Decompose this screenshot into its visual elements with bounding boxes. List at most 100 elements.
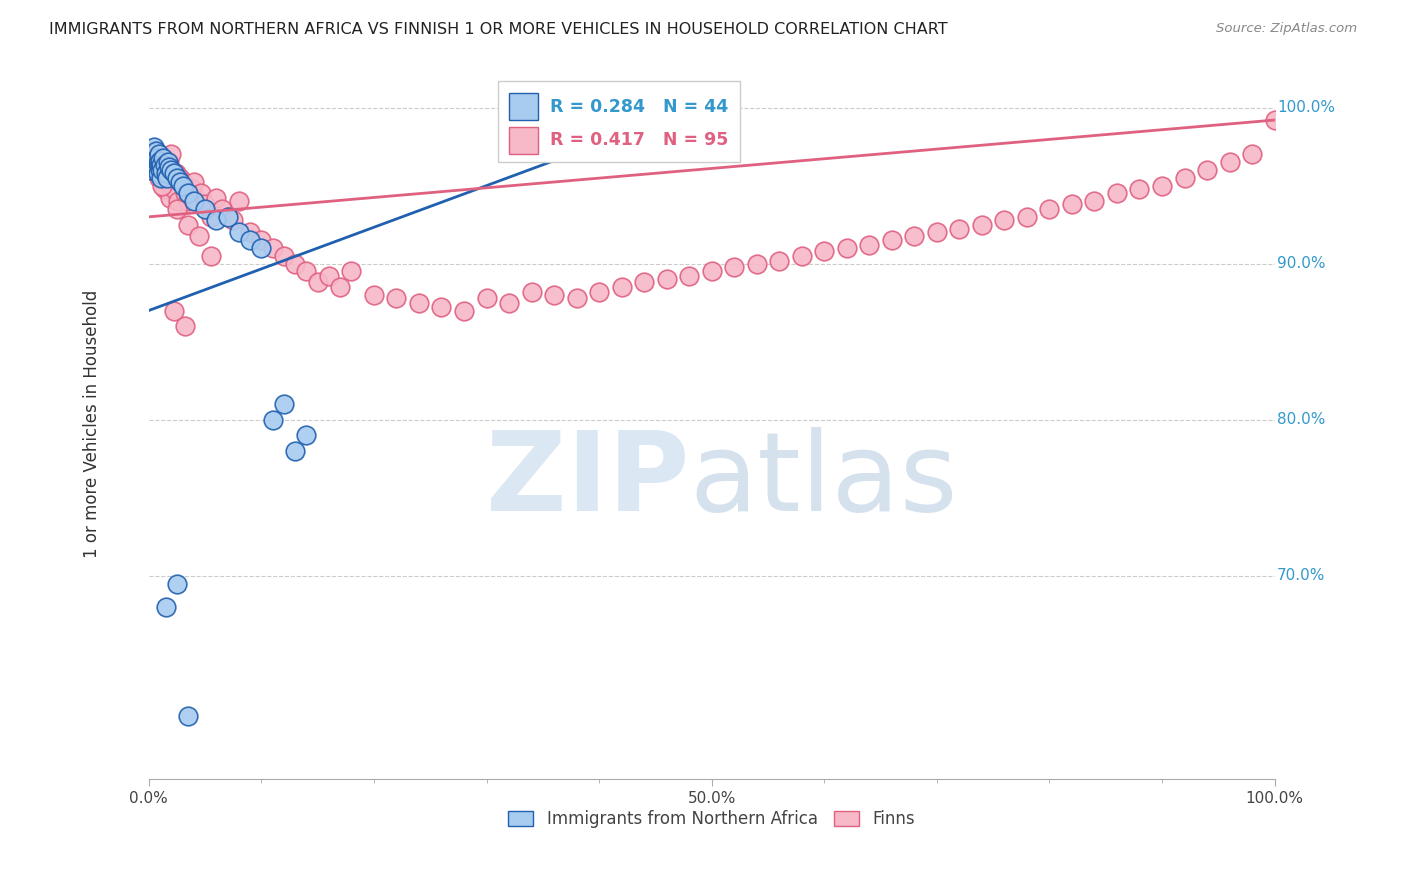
Point (142, 160, 165, 174)
Text: ZIP: ZIP (486, 427, 689, 534)
Point (157, 160, 180, 174)
Point (162, 166, 184, 180)
Point (155, 166, 177, 180)
Point (228, 226, 250, 240)
Text: R = 0.417   N = 95: R = 0.417 N = 95 (550, 131, 728, 149)
Text: 80.0%: 80.0% (1277, 412, 1326, 427)
Point (217, 210, 239, 224)
Point (156, 170, 179, 185)
Point (148, 170, 170, 185)
Point (177, 194, 200, 209)
Point (217, 210, 239, 224)
Point (610, 280, 633, 294)
Point (1219, 155, 1241, 169)
Point (160, 147, 183, 161)
Point (148, 158, 170, 172)
Point (835, 241, 858, 255)
Point (222, 213, 245, 227)
Point (150, 163, 173, 178)
Point (146, 155, 169, 169)
Text: 1 or more Vehicles in Household: 1 or more Vehicles in Household (83, 290, 101, 558)
Point (295, 264, 318, 278)
Point (948, 222, 970, 236)
Point (925, 226, 948, 240)
Point (156, 155, 179, 169)
Point (211, 202, 233, 216)
Point (142, 147, 165, 161)
Point (1195, 163, 1218, 178)
Point (284, 257, 307, 271)
FancyBboxPatch shape (498, 80, 740, 162)
Legend: Immigrants from Northern Africa, Finns: Immigrants from Northern Africa, Finns (502, 803, 922, 835)
Point (145, 166, 167, 180)
Point (475, 291, 498, 305)
Point (149, 163, 172, 178)
Point (970, 218, 993, 232)
Point (993, 213, 1015, 227)
Point (155, 166, 177, 180)
Point (385, 291, 408, 305)
Point (1173, 170, 1195, 185)
Point (190, 186, 212, 201)
Point (678, 269, 700, 284)
Point (1241, 147, 1264, 161)
Point (200, 210, 222, 224)
Point (166, 576, 188, 591)
Point (169, 176, 191, 190)
Point (159, 191, 181, 205)
Point (183, 176, 205, 190)
Point (153, 182, 176, 196)
Point (205, 191, 228, 205)
Point (273, 397, 295, 411)
Point (165, 166, 187, 180)
Point (1105, 186, 1128, 201)
Point (153, 158, 176, 172)
Point (340, 264, 363, 278)
Point (145, 163, 167, 178)
Point (150, 170, 173, 185)
Point (903, 228, 925, 243)
Point (194, 197, 217, 211)
Point (329, 280, 352, 294)
Point (700, 264, 723, 278)
Point (141, 155, 163, 169)
Point (172, 176, 194, 190)
Point (295, 428, 318, 442)
Point (880, 233, 903, 247)
Point (363, 288, 385, 302)
Point (139, 151, 162, 165)
Point (250, 241, 273, 255)
Point (1128, 182, 1150, 196)
Point (453, 303, 475, 318)
Point (262, 413, 284, 427)
Point (1038, 202, 1060, 216)
Point (633, 276, 655, 290)
Point (162, 303, 184, 318)
Point (228, 194, 250, 209)
Point (160, 163, 183, 178)
Point (318, 269, 340, 284)
Point (157, 155, 180, 169)
Point (145, 151, 167, 165)
Point (790, 249, 813, 263)
Point (180, 182, 202, 196)
Text: 70.0%: 70.0% (1277, 568, 1326, 583)
Text: 90.0%: 90.0% (1277, 256, 1326, 271)
Point (186, 194, 208, 209)
Point (307, 276, 329, 290)
Point (150, 170, 173, 185)
Point (149, 153, 172, 168)
Point (145, 145, 167, 159)
Point (723, 260, 745, 274)
Point (143, 139, 166, 153)
Point (166, 202, 188, 216)
Point (250, 233, 273, 247)
Point (430, 301, 453, 315)
Text: atlas: atlas (689, 427, 957, 534)
Point (149, 158, 172, 172)
Text: Source: ZipAtlas.com: Source: ZipAtlas.com (1216, 22, 1357, 36)
Text: 100.0%: 100.0% (1277, 100, 1334, 115)
Point (205, 213, 228, 227)
Point (143, 151, 166, 165)
Point (745, 257, 768, 271)
